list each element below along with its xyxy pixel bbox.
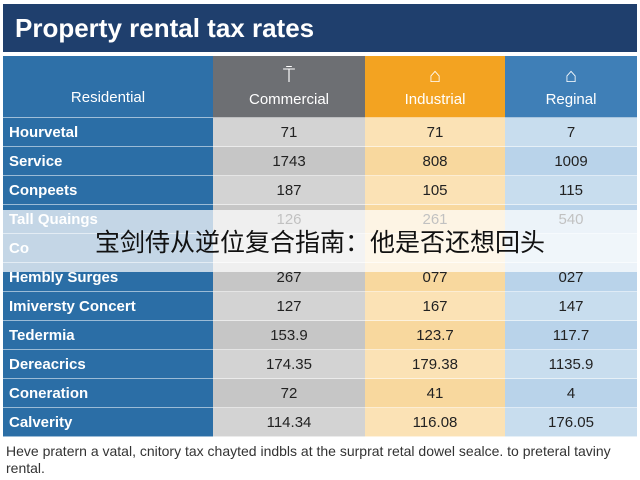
row-label: Calverity	[3, 408, 213, 437]
rates-table: Residential ⍑ Commercial ⌂ Industrial ⌂ …	[3, 56, 637, 437]
commercial-cell: 127	[213, 292, 365, 321]
building-icon: ⌂	[564, 65, 578, 87]
commercial-cell: 153.9	[213, 321, 365, 350]
footnote: Heve pratern a vatal, cnitory tax chayte…	[6, 443, 611, 476]
header-commercial: ⍑ Commercial	[213, 56, 365, 118]
row-label: Imiversty Concert	[3, 292, 213, 321]
commercial-cell: 187	[213, 176, 365, 205]
regional-cell: 115	[505, 176, 637, 205]
industrial-cell: 123.7	[365, 321, 505, 350]
commercial-cell: 72	[213, 379, 365, 408]
row-label: Tedermia	[3, 321, 213, 350]
page-title: Property rental tax rates	[3, 4, 637, 52]
commercial-cell: 114.34	[213, 408, 365, 437]
header-industrial-label: Industrial	[404, 91, 466, 108]
regional-cell: 117.7	[505, 321, 637, 350]
industrial-cell: 179.38	[365, 350, 505, 379]
regional-cell: 7	[505, 118, 637, 147]
regional-cell: 1135.9	[505, 350, 637, 379]
commercial-cell: 174.35	[213, 350, 365, 379]
header-residential: Residential	[3, 56, 213, 118]
regional-cell: 4	[505, 379, 637, 408]
overlay-banner: 宝剑侍从逆位复合指南：他是否还想回头	[0, 210, 640, 272]
header-regional-label: Reginal	[545, 91, 597, 108]
tower-icon: ⍑	[283, 65, 295, 87]
industrial-cell: 116.08	[365, 408, 505, 437]
row-label: Coneration	[3, 379, 213, 408]
row-label: Dereacrics	[3, 350, 213, 379]
house-icon: ⌂	[428, 65, 442, 87]
row-label: Conpeets	[3, 176, 213, 205]
regional-cell: 147	[505, 292, 637, 321]
commercial-cell: 71	[213, 118, 365, 147]
regional-cell: 1009	[505, 147, 637, 176]
header-regional: ⌂ Reginal	[505, 56, 637, 118]
header-residential-label: Residential	[70, 89, 146, 106]
industrial-cell: 41	[365, 379, 505, 408]
industrial-cell: 167	[365, 292, 505, 321]
header-industrial: ⌂ Industrial	[365, 56, 505, 118]
industrial-cell: 71	[365, 118, 505, 147]
header-commercial-label: Commercial	[248, 91, 329, 108]
row-label: Hourvetal	[3, 118, 213, 147]
regional-cell: 176.05	[505, 408, 637, 437]
industrial-cell: 105	[365, 176, 505, 205]
industrial-cell: 808	[365, 147, 505, 176]
row-label: Service	[3, 147, 213, 176]
commercial-cell: 1743	[213, 147, 365, 176]
